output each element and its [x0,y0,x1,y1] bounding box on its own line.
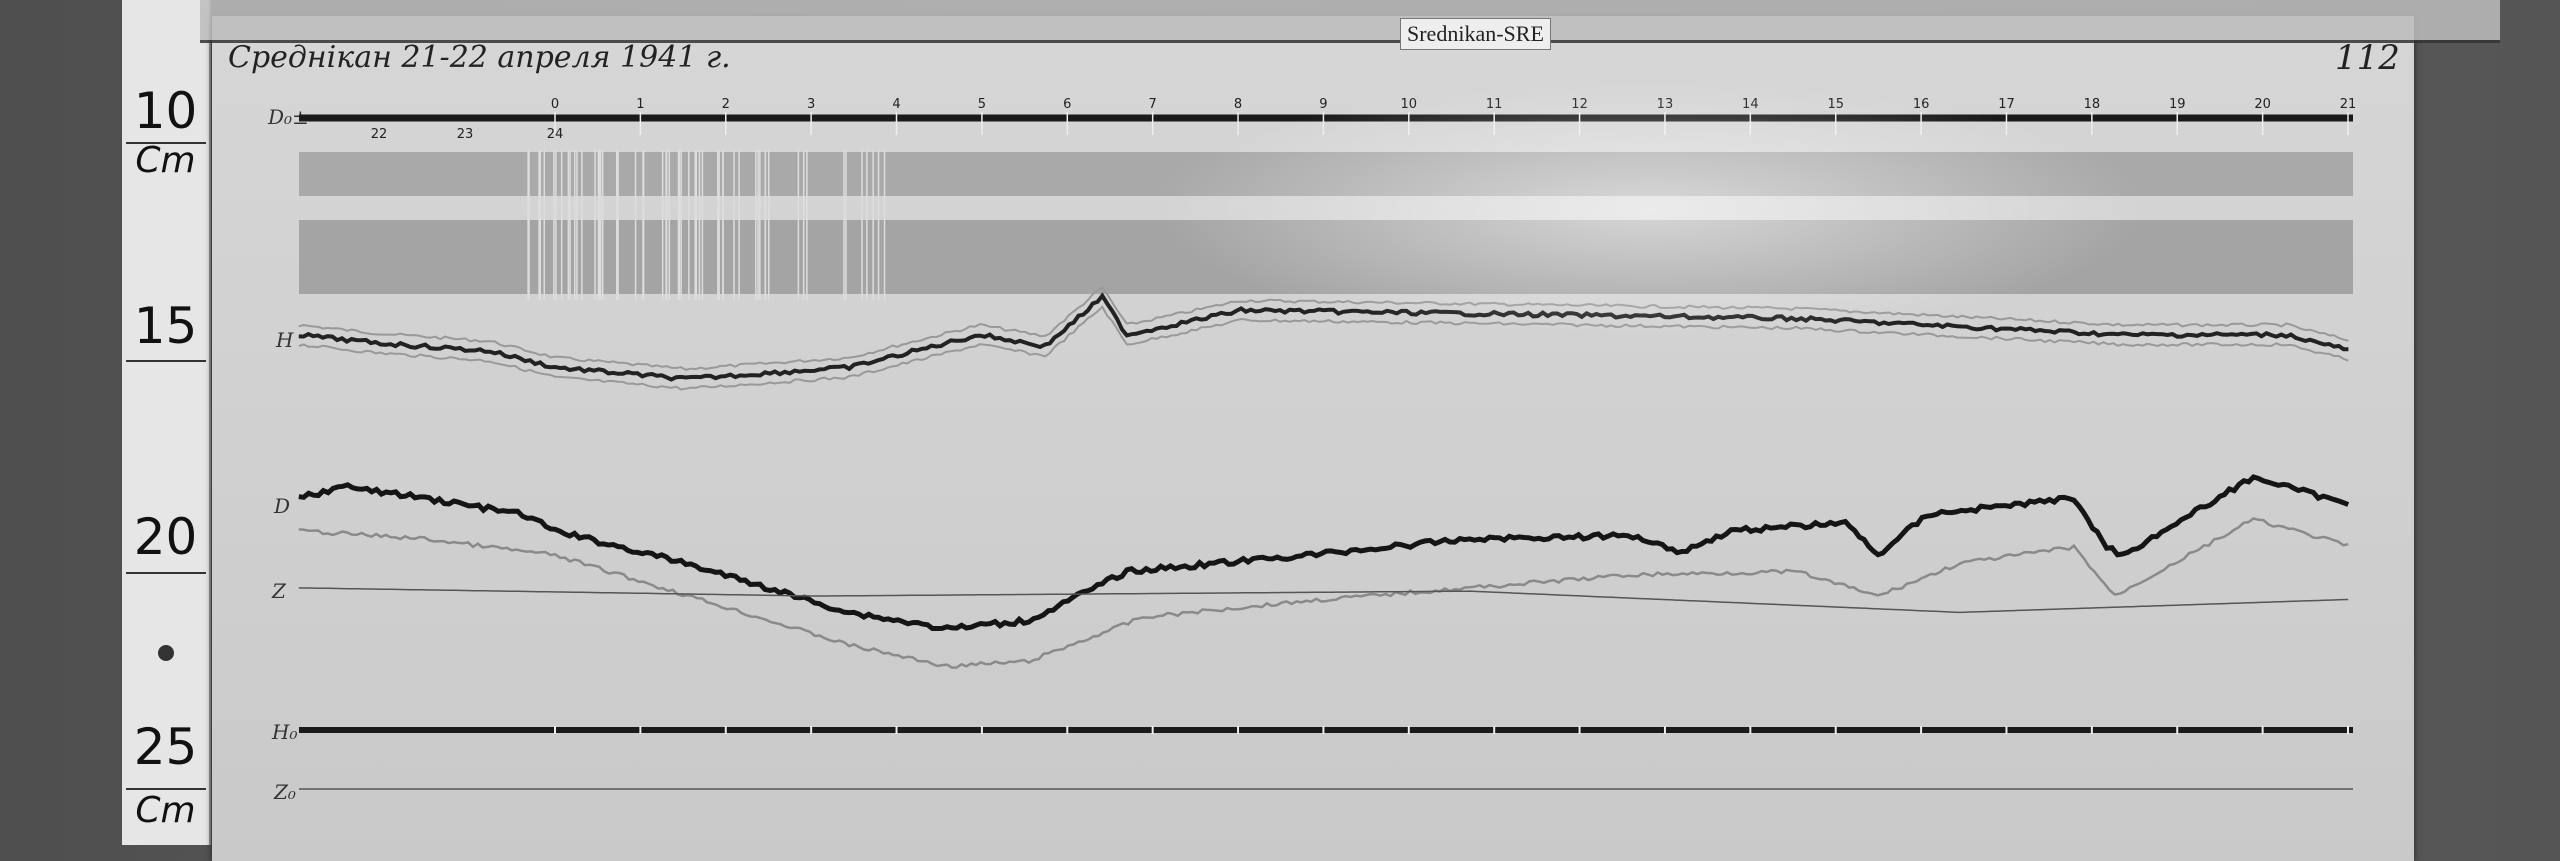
prev-hour-label: 23 [457,127,474,142]
prev-hour-label: 22 [371,127,388,142]
hour-label: 15 [1827,97,1844,112]
light-band-upper [299,152,2353,196]
ruler-label-25: 25 [133,718,198,776]
hour-label: 17 [1998,97,2015,112]
hour-label: 10 [1401,97,1418,112]
ruler-unit-bottom: Cm [135,790,196,831]
hour-label: 16 [1913,97,1930,112]
ruler-label-10: 10 [133,82,198,140]
hour-label: 8 [1234,97,1242,112]
station-tag: Srednikan-SRE [1400,18,1551,50]
label-z0: Z₀ [274,780,296,804]
hour-label: 1 [636,97,644,112]
hour-label: 11 [1486,97,1503,112]
ruler-mark [126,142,206,144]
hour-label: 14 [1742,97,1759,112]
light-band-lower [299,220,2353,294]
hour-label: 18 [2084,97,2101,112]
hour-label: 0 [551,97,559,112]
hour-label: 19 [2169,97,2186,112]
hour-label: 20 [2254,97,2271,112]
label-d: D [274,494,291,518]
ruler-label-20: 20 [133,508,198,566]
ruler-mark [126,572,206,574]
ruler-mark [126,360,206,362]
plastic-sleeve-edge [200,0,2500,43]
ruler-label-15: 15 [133,297,198,355]
label-z: Z [272,579,286,603]
hour-label: 6 [1063,97,1071,112]
ruler-mark [126,788,206,790]
hour-label: 13 [1657,97,1674,112]
hour-label: 5 [978,97,986,112]
d-trace [298,474,2350,631]
hour-label: 4 [892,97,900,112]
record-title: Среднікан 21-22 апреля 1941 г. [228,40,731,75]
hour-label: 2 [722,97,730,112]
page-number: 112 [2335,38,2400,78]
hour-label: 9 [1319,97,1327,112]
hour-label: 3 [807,97,815,112]
prev-hour-label: 24 [547,127,564,142]
ruler-hole [158,645,174,661]
z-trace [298,587,2349,614]
label-h0: H₀ [272,720,298,744]
ruler-unit-top: Cm [135,140,196,181]
hour-label: 21 [2340,97,2357,112]
h-trace-shadow-lower [298,305,2349,391]
hour-label: 12 [1571,97,1588,112]
d-trace-secondary [298,517,2349,669]
label-h: H [276,328,294,352]
h-trace [298,292,2349,382]
hour-label: 7 [1149,97,1157,112]
measuring-ruler: 10 Cm 15 20 25 Cm [122,0,211,845]
